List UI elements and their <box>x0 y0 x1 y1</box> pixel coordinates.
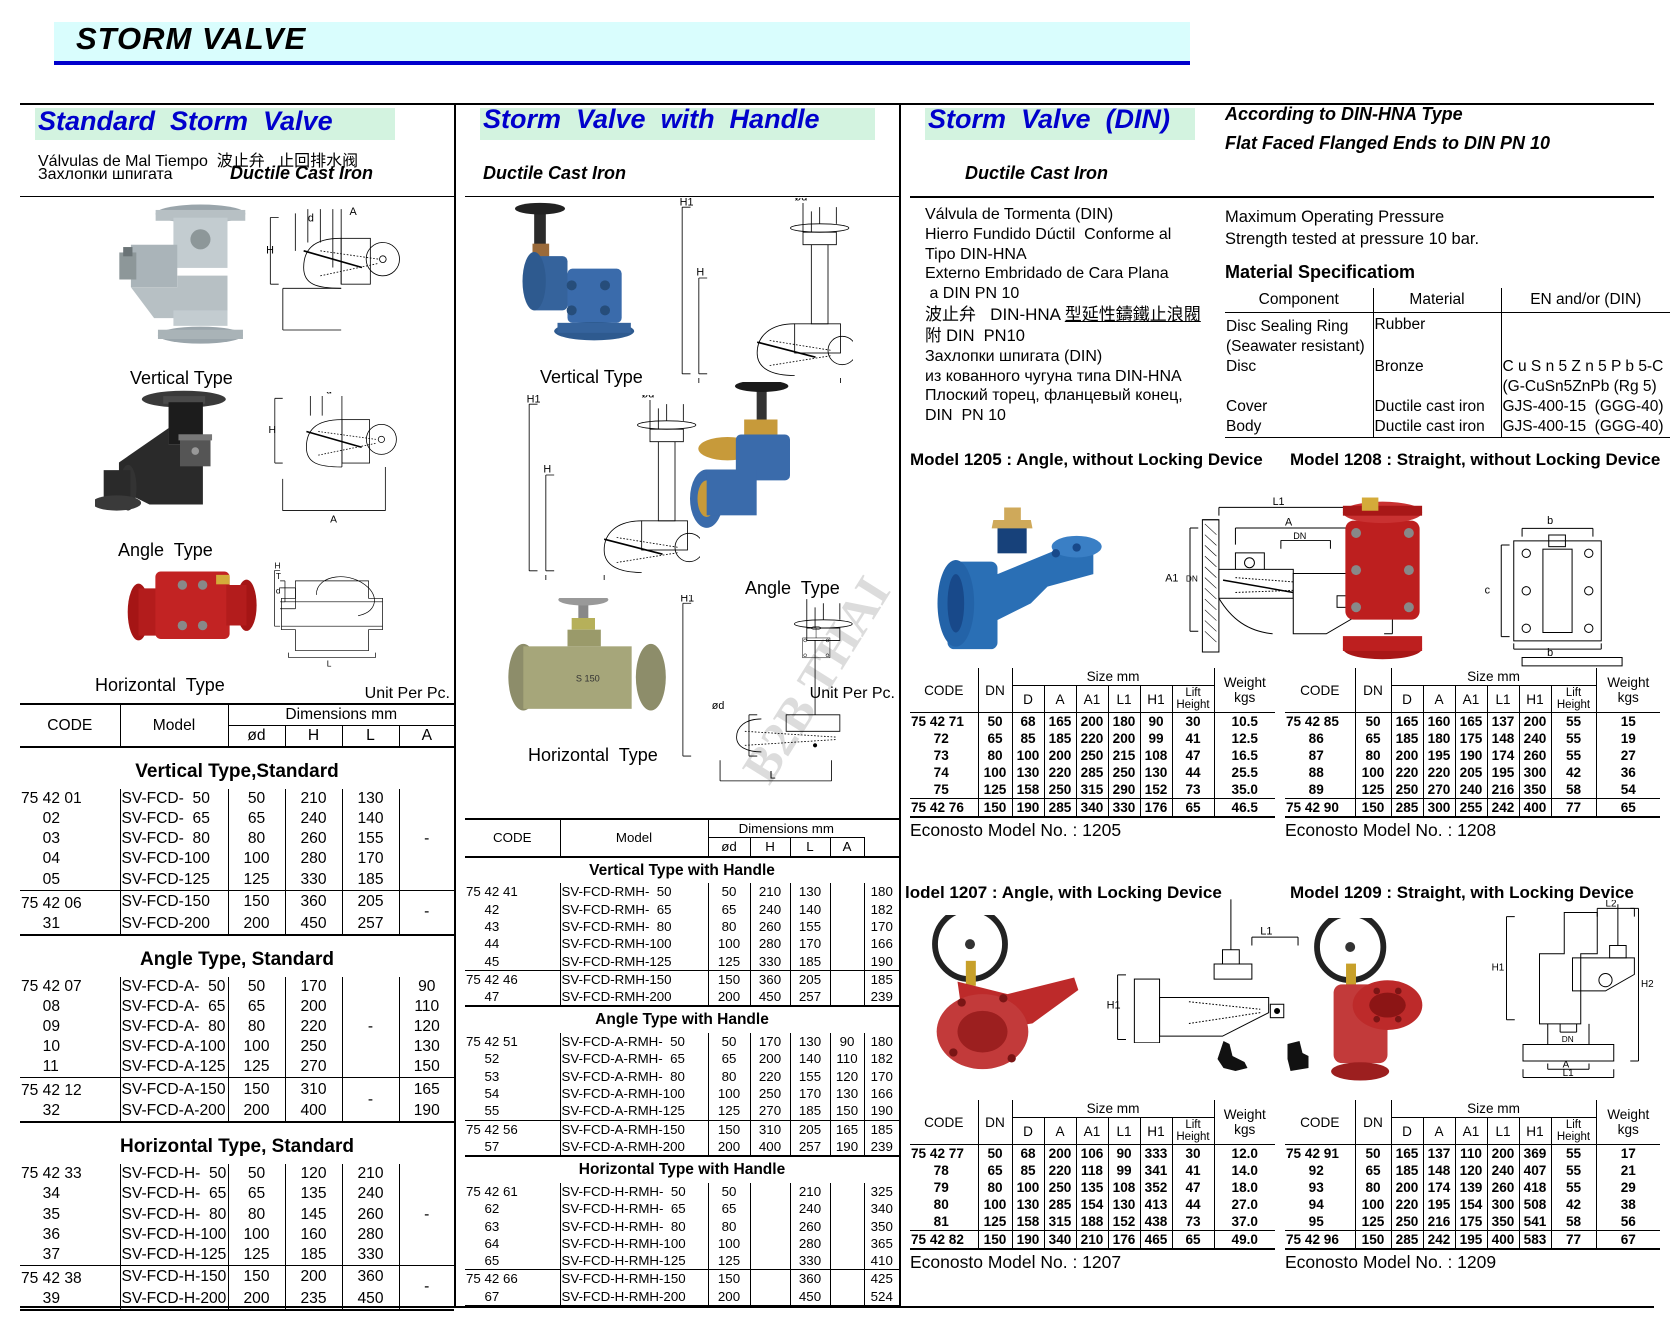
svg-text:H: H <box>543 464 551 476</box>
svg-text:c: c <box>1485 584 1491 596</box>
svg-text:H1: H1 <box>527 395 541 406</box>
svg-text:H: H <box>696 267 704 279</box>
svg-text:L2: L2 <box>1606 900 1617 910</box>
svg-text:ød: ød <box>712 700 725 712</box>
svg-text:d: d <box>308 213 314 225</box>
svg-text:b: b <box>1547 647 1553 659</box>
svg-text:H1: H1 <box>1492 962 1505 973</box>
svg-text:A: A <box>1285 517 1293 529</box>
svg-text:DN: DN <box>1186 575 1198 584</box>
svg-text:S 150: S 150 <box>576 673 600 683</box>
svg-text:L1: L1 <box>1563 1068 1574 1079</box>
svg-text:d: d <box>276 585 281 595</box>
svg-text:L1: L1 <box>1260 926 1272 938</box>
svg-text:A: A <box>350 206 358 218</box>
svg-text:d: d <box>326 392 332 397</box>
svg-text:L: L <box>327 659 332 668</box>
svg-text:H1: H1 <box>680 595 694 605</box>
svg-text:H2: H2 <box>1641 979 1654 990</box>
svg-text:T: T <box>276 571 281 581</box>
svg-text:A: A <box>330 514 337 525</box>
svg-text:ød: ød <box>642 395 655 401</box>
svg-text:H: H <box>275 560 281 570</box>
svg-text:L1: L1 <box>1273 496 1285 508</box>
svg-text:H: H <box>266 244 274 256</box>
svg-text:ød: ød <box>795 198 808 204</box>
svg-text:H: H <box>269 425 276 436</box>
svg-text:H1: H1 <box>680 198 694 209</box>
svg-text:DN: DN <box>1562 1035 1574 1044</box>
svg-text:A1: A1 <box>1165 573 1178 585</box>
svg-text:L: L <box>770 769 776 781</box>
svg-text:b: b <box>1547 515 1553 527</box>
svg-text:H1: H1 <box>1107 999 1121 1011</box>
